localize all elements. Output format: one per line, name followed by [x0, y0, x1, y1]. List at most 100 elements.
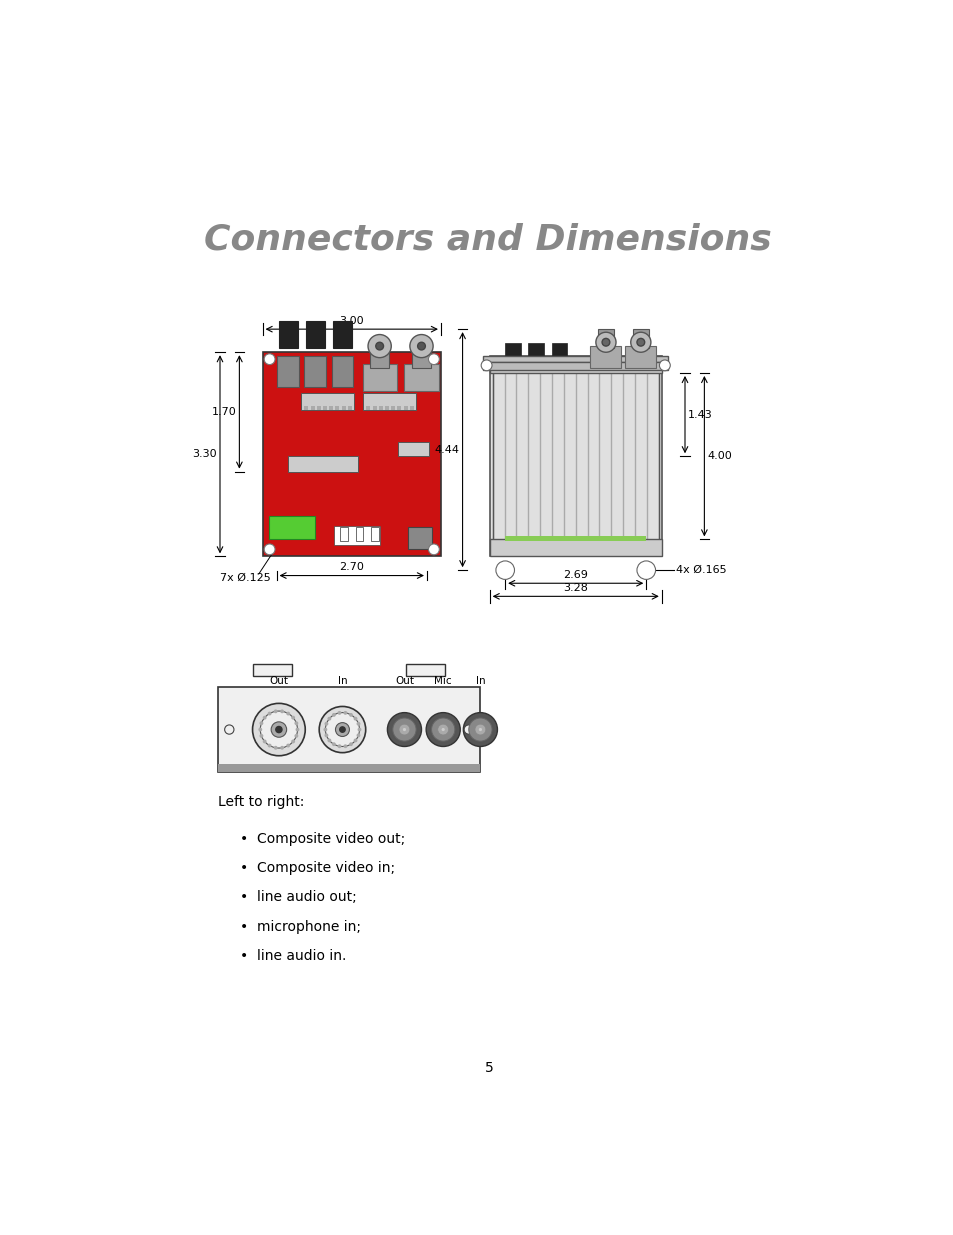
Circle shape [264, 543, 274, 555]
Bar [590, 346, 620, 368]
Bar [288, 456, 357, 472]
Bar [341, 406, 345, 410]
Bar [483, 362, 667, 370]
Bar [551, 343, 567, 354]
Circle shape [286, 711, 290, 715]
Text: 1.70: 1.70 [212, 406, 236, 417]
Circle shape [319, 706, 365, 752]
Circle shape [398, 724, 410, 735]
Text: 4.44: 4.44 [434, 445, 459, 454]
Circle shape [601, 338, 609, 346]
Bar [301, 393, 354, 410]
Bar [598, 330, 613, 348]
Bar [262, 352, 440, 556]
Bar [304, 406, 308, 410]
Bar [277, 356, 298, 387]
Text: In: In [476, 676, 485, 685]
Circle shape [259, 721, 263, 725]
Bar [371, 527, 378, 541]
Circle shape [496, 561, 514, 579]
Circle shape [262, 740, 266, 743]
Bar [378, 406, 382, 410]
Circle shape [325, 713, 359, 746]
Text: Left to right:: Left to right: [218, 795, 305, 809]
Text: •: • [240, 832, 248, 846]
Bar [410, 406, 414, 410]
Bar [218, 687, 479, 772]
Bar [489, 356, 661, 373]
Circle shape [468, 718, 492, 741]
Bar [505, 343, 520, 354]
Bar [366, 406, 370, 410]
Bar [397, 442, 429, 456]
Bar [355, 527, 363, 541]
Text: 2.69: 2.69 [562, 571, 588, 580]
Text: Composite video in;: Composite video in; [257, 861, 395, 876]
Circle shape [324, 734, 328, 737]
Circle shape [224, 725, 233, 734]
Bar [333, 321, 352, 348]
Circle shape [630, 332, 650, 352]
Circle shape [268, 711, 272, 715]
Circle shape [480, 359, 492, 370]
Bar [334, 526, 380, 545]
Circle shape [275, 726, 282, 732]
Bar [391, 406, 395, 410]
Bar [408, 527, 431, 548]
Bar [404, 364, 438, 390]
Text: •: • [240, 861, 248, 876]
Circle shape [323, 727, 327, 731]
Circle shape [259, 734, 263, 737]
Text: •: • [240, 920, 248, 934]
Bar [218, 764, 479, 772]
Circle shape [295, 727, 299, 731]
Text: 3.00: 3.00 [339, 316, 364, 326]
Circle shape [339, 727, 345, 732]
Bar [633, 330, 648, 348]
Bar [397, 406, 401, 410]
Bar [335, 406, 339, 410]
Text: 4.00: 4.00 [707, 451, 732, 461]
Bar [406, 664, 444, 676]
Bar [489, 540, 661, 556]
Circle shape [337, 745, 341, 748]
Circle shape [402, 727, 406, 732]
Text: 5: 5 [484, 1061, 493, 1076]
Text: microphone in;: microphone in; [257, 920, 361, 934]
Bar [340, 527, 348, 541]
Circle shape [354, 716, 357, 720]
Bar [412, 345, 431, 368]
Circle shape [387, 713, 421, 746]
Circle shape [271, 721, 286, 737]
Bar [278, 321, 297, 348]
Circle shape [417, 342, 425, 350]
Circle shape [253, 704, 305, 756]
Bar [311, 406, 314, 410]
Text: Connectors and Dimensions: Connectors and Dimensions [204, 222, 771, 256]
Circle shape [410, 335, 433, 358]
Bar [373, 406, 376, 410]
Bar [483, 356, 667, 362]
Text: 7x Ø.125: 7x Ø.125 [220, 573, 271, 583]
Bar [323, 406, 327, 410]
Circle shape [349, 713, 353, 716]
Circle shape [431, 718, 455, 741]
Circle shape [437, 724, 448, 735]
Bar [269, 516, 315, 540]
Bar [363, 393, 416, 410]
Bar [403, 406, 407, 410]
Circle shape [335, 722, 349, 736]
Bar [362, 364, 396, 390]
Bar [329, 406, 333, 410]
Circle shape [294, 721, 298, 725]
Circle shape [274, 709, 277, 714]
Circle shape [264, 353, 274, 364]
Bar [385, 406, 389, 410]
Text: •: • [240, 890, 248, 904]
Circle shape [440, 727, 445, 732]
Bar [370, 345, 389, 368]
Text: •: • [240, 948, 248, 963]
Circle shape [274, 746, 277, 750]
Text: line audio out;: line audio out; [257, 890, 356, 904]
Bar [253, 664, 292, 676]
